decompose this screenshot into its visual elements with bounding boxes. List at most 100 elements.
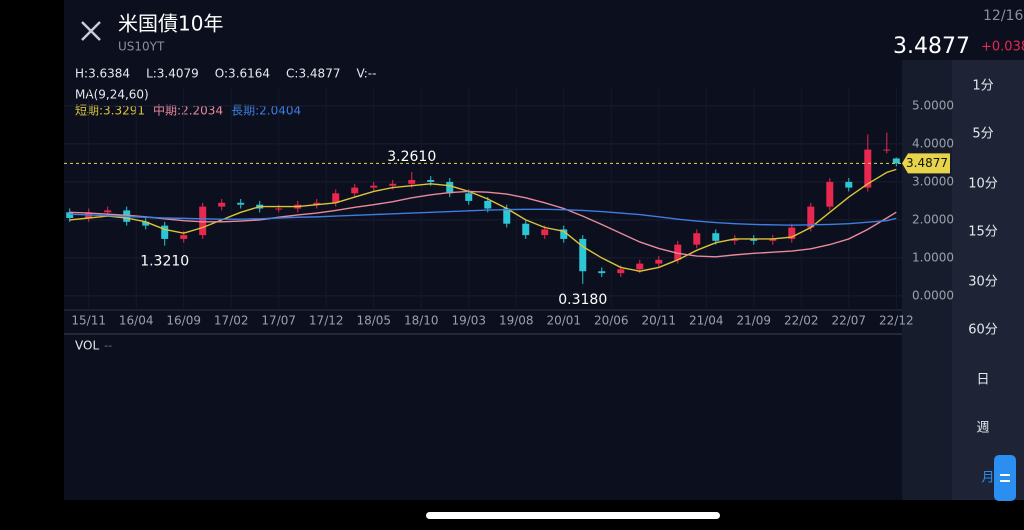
candle-body — [788, 227, 796, 239]
candle-body — [750, 238, 758, 241]
candle-body — [522, 223, 530, 236]
annotation: 0.3180 — [558, 292, 607, 308]
period-button[interactable]: 10分 — [968, 177, 998, 192]
close-button[interactable] — [81, 21, 101, 41]
candle-body — [769, 238, 777, 241]
y-tick-label: 5.0000 — [912, 98, 954, 112]
ma-legend: 中期:2.2034 — [153, 103, 223, 118]
moving-average — [69, 168, 897, 272]
x-tick-label: 18/05 — [356, 314, 391, 328]
candle-body — [408, 179, 416, 184]
candle-body — [161, 225, 169, 239]
x-tick-label: 16/09 — [166, 314, 201, 328]
period-button[interactable]: 60分 — [968, 323, 998, 338]
period-button[interactable]: 15分 — [968, 225, 998, 240]
candle-body — [104, 210, 112, 213]
period-button[interactable]: 日 — [976, 373, 989, 388]
period-menu — [952, 60, 1024, 500]
title: 米国債10年 — [118, 12, 223, 36]
period-button[interactable]: 30分 — [968, 275, 998, 290]
candle-body — [275, 208, 283, 210]
moving-average — [69, 208, 897, 226]
y-tick-label: 1.0000 — [912, 250, 954, 264]
x-tick-label: 17/07 — [261, 314, 296, 328]
x-tick-label: 20/06 — [594, 314, 629, 328]
x-tick-label: 22/12 — [879, 314, 914, 328]
price-tag — [902, 153, 950, 174]
candle-body — [883, 149, 891, 151]
period-button[interactable]: 月 — [981, 471, 994, 486]
x-tick-label: 15/11 — [71, 314, 106, 328]
candle-body — [674, 244, 682, 260]
candle-body — [389, 183, 397, 186]
x-tick-label: 18/10 — [404, 314, 439, 328]
candle-body — [598, 271, 606, 274]
candle-body — [237, 202, 245, 205]
x-tick-label: 21/04 — [689, 314, 724, 328]
candle-body — [332, 193, 340, 203]
x-tick-label: 20/01 — [546, 314, 581, 328]
candle-body — [370, 185, 378, 188]
candle-body — [579, 238, 587, 272]
candle-body — [446, 181, 454, 194]
price-axis-panel — [902, 60, 952, 500]
ohlc-value: H:3.6384 — [75, 67, 130, 81]
x-tick-label: 22/02 — [784, 314, 819, 328]
candle-body — [199, 206, 207, 236]
candle-body — [313, 202, 321, 205]
change: +0.038 — [981, 40, 1024, 55]
candle-body — [503, 208, 511, 224]
ohlc-value: C:3.4877 — [286, 67, 340, 81]
candle-body — [180, 235, 188, 239]
x-tick-label: 16/04 — [119, 314, 154, 328]
candle-body — [712, 233, 720, 241]
x-tick-label: 17/12 — [309, 314, 344, 328]
candle-body — [484, 200, 492, 209]
candle-body — [617, 269, 625, 274]
x-tick-label: 20/11 — [641, 314, 676, 328]
y-tick-label: 4.0000 — [912, 136, 954, 150]
home-indicator — [426, 512, 720, 519]
period-toggle[interactable] — [994, 455, 1016, 501]
period-button[interactable]: 1分 — [972, 79, 993, 94]
x-tick-label: 19/03 — [451, 314, 486, 328]
candle-body — [655, 259, 663, 264]
annotation: 1.3210 — [140, 254, 189, 270]
candle-body — [731, 238, 739, 241]
period-button[interactable]: 週 — [976, 421, 989, 436]
candle-body — [826, 181, 834, 207]
candle-body — [465, 193, 473, 201]
volume-value: -- — [104, 339, 112, 352]
annotation: 3.2610 — [387, 149, 436, 165]
x-tick-label: 22/07 — [831, 314, 866, 328]
symbol: US10YT — [118, 40, 165, 54]
ohlc-value: V:-- — [356, 67, 376, 81]
candle-body — [351, 187, 359, 194]
price-tag-label: 3.4877 — [906, 156, 948, 170]
candle-body — [427, 179, 435, 182]
candle-body — [845, 181, 853, 188]
date: 12/16 — [983, 8, 1023, 24]
period-button[interactable]: 5分 — [972, 127, 993, 142]
candle-body — [636, 263, 644, 270]
candle-body — [560, 229, 568, 239]
y-tick-label: 0.0000 — [912, 288, 954, 302]
volume-label: VOL — [75, 339, 99, 353]
moving-average — [69, 190, 897, 258]
x-tick-label: 19/08 — [499, 314, 534, 328]
x-tick-label: 17/02 — [214, 314, 249, 328]
ohlc-value: L:3.4079 — [146, 67, 199, 81]
candle-body — [864, 149, 872, 188]
ma-legend: 長期:2.0404 — [231, 104, 301, 118]
candle-body — [693, 233, 701, 245]
price: 3.4877 — [893, 34, 970, 59]
candle-body — [218, 202, 226, 207]
candle-body — [892, 158, 900, 164]
ohlc-value: O:3.6164 — [215, 67, 270, 81]
y-tick-label: 2.0000 — [912, 212, 954, 226]
candle-body — [541, 229, 549, 236]
ma-legend: 短期:3.3291 — [75, 104, 145, 118]
y-tick-label: 3.0000 — [912, 174, 954, 188]
x-tick-label: 21/09 — [736, 314, 771, 328]
